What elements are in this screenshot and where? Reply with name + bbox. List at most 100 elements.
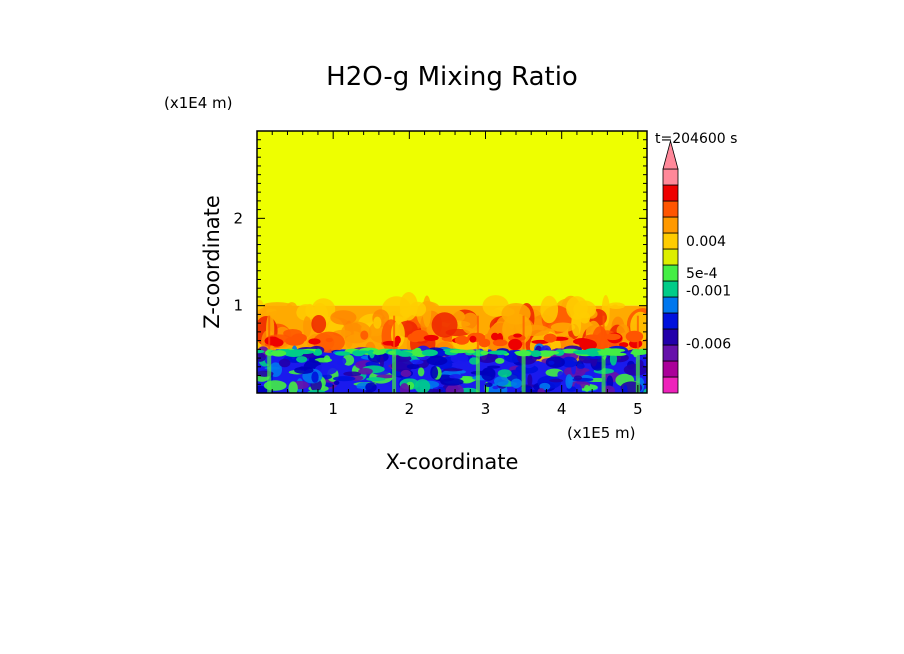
colorbar	[662, 139, 679, 394]
field-blob	[584, 384, 590, 392]
field-blob	[450, 353, 469, 364]
colorbar-segment	[662, 216, 679, 234]
field-streak	[602, 315, 605, 350]
field-blob	[445, 383, 464, 393]
field-streak	[267, 349, 272, 393]
field-blob	[574, 384, 583, 393]
x-axis-ticks: 1 2 3 4 5	[328, 400, 642, 418]
field-blob	[391, 359, 414, 373]
field-blob	[379, 355, 384, 369]
colorbar-segment	[662, 344, 679, 362]
field-blob	[278, 358, 291, 368]
field-blob	[305, 303, 315, 318]
field-blob	[307, 389, 326, 393]
colorbar-label: -0.006	[686, 336, 731, 352]
field-blob	[286, 302, 298, 315]
field-blob	[545, 356, 565, 369]
field-blob	[412, 348, 421, 354]
y-axis-label: Z-coordinate	[200, 195, 224, 329]
field-streak	[601, 349, 606, 393]
field-streak	[475, 349, 480, 393]
field-blob	[492, 385, 499, 390]
colorbar-segment	[662, 280, 679, 298]
field-blob	[430, 366, 439, 379]
field-blob	[625, 330, 644, 343]
x-axis-label: X-coordinate	[386, 450, 519, 474]
field-blob	[513, 333, 522, 338]
field-blob	[623, 384, 628, 393]
contour-field	[257, 131, 647, 393]
field-blob	[308, 338, 321, 345]
field-blob	[376, 374, 396, 379]
field-blob	[497, 369, 512, 378]
field-blob	[393, 355, 412, 362]
field-blob	[480, 350, 489, 356]
x-tick-label: 1	[328, 400, 338, 418]
colorbar-label: 0.004	[686, 234, 726, 250]
field-blob	[303, 315, 312, 338]
field-blob	[373, 316, 382, 329]
field-blob	[292, 349, 315, 355]
colorbar-segment	[662, 296, 679, 314]
field-blob	[257, 349, 265, 354]
field-blob	[478, 338, 491, 348]
field-blob	[510, 378, 522, 389]
field-blob	[440, 378, 464, 386]
region-upper-layer	[257, 131, 647, 306]
colorbar-labels: 0.004 5e-4 -0.001 -0.006	[686, 234, 731, 352]
field-blob	[607, 302, 625, 310]
field-blob	[270, 338, 284, 347]
field-blob	[494, 376, 509, 387]
y-axis-ticks: 12	[233, 209, 243, 314]
colorbar-segment	[662, 360, 679, 378]
field-blob	[501, 302, 531, 325]
field-blob	[561, 356, 578, 368]
field-blob	[365, 382, 377, 393]
field-streak	[476, 315, 479, 350]
field-blob	[264, 366, 281, 370]
field-blob	[540, 350, 560, 355]
field-blob	[422, 295, 432, 328]
x-unit-label: (x1E5 m)	[567, 424, 636, 442]
field-blob	[336, 357, 347, 366]
y-tick-label: 1	[233, 297, 243, 315]
field-blob	[343, 388, 367, 393]
chart-title: H2O-g Mixing Ratio	[326, 62, 578, 92]
field-blob	[493, 350, 508, 355]
time-label: t=204600 s	[655, 131, 737, 147]
field-blob	[431, 312, 458, 338]
colorbar-extend-arrow	[662, 139, 679, 170]
field-blob	[330, 310, 357, 325]
field-blob	[540, 295, 559, 324]
field-blob	[353, 350, 372, 354]
field-blob	[548, 360, 555, 365]
field-blob	[481, 367, 496, 381]
colorbar-segment	[662, 328, 679, 346]
field-blob	[643, 388, 647, 393]
field-blob	[449, 374, 463, 380]
field-blob	[285, 336, 305, 346]
field-blob	[343, 371, 362, 377]
field-blob	[557, 371, 564, 378]
field-blob	[579, 339, 597, 351]
field-blob	[554, 349, 565, 356]
field-blob	[461, 312, 480, 335]
field-blob	[333, 380, 340, 386]
field-streak	[521, 349, 526, 393]
field-blob	[495, 357, 505, 364]
field-blob	[549, 378, 564, 383]
x-tick-label: 2	[405, 400, 415, 418]
field-blob	[400, 369, 412, 377]
x-tick-label: 4	[557, 400, 567, 418]
colorbar-segment	[662, 248, 679, 266]
field-blob	[333, 376, 356, 382]
field-blob	[616, 324, 630, 337]
field-blob	[572, 349, 595, 355]
field-blob	[314, 348, 322, 355]
field-streak	[393, 315, 396, 350]
colorbar-label: -0.001	[686, 284, 731, 300]
colorbar-segment	[662, 264, 679, 282]
field-blob	[454, 335, 470, 345]
colorbar-segment	[662, 376, 679, 394]
